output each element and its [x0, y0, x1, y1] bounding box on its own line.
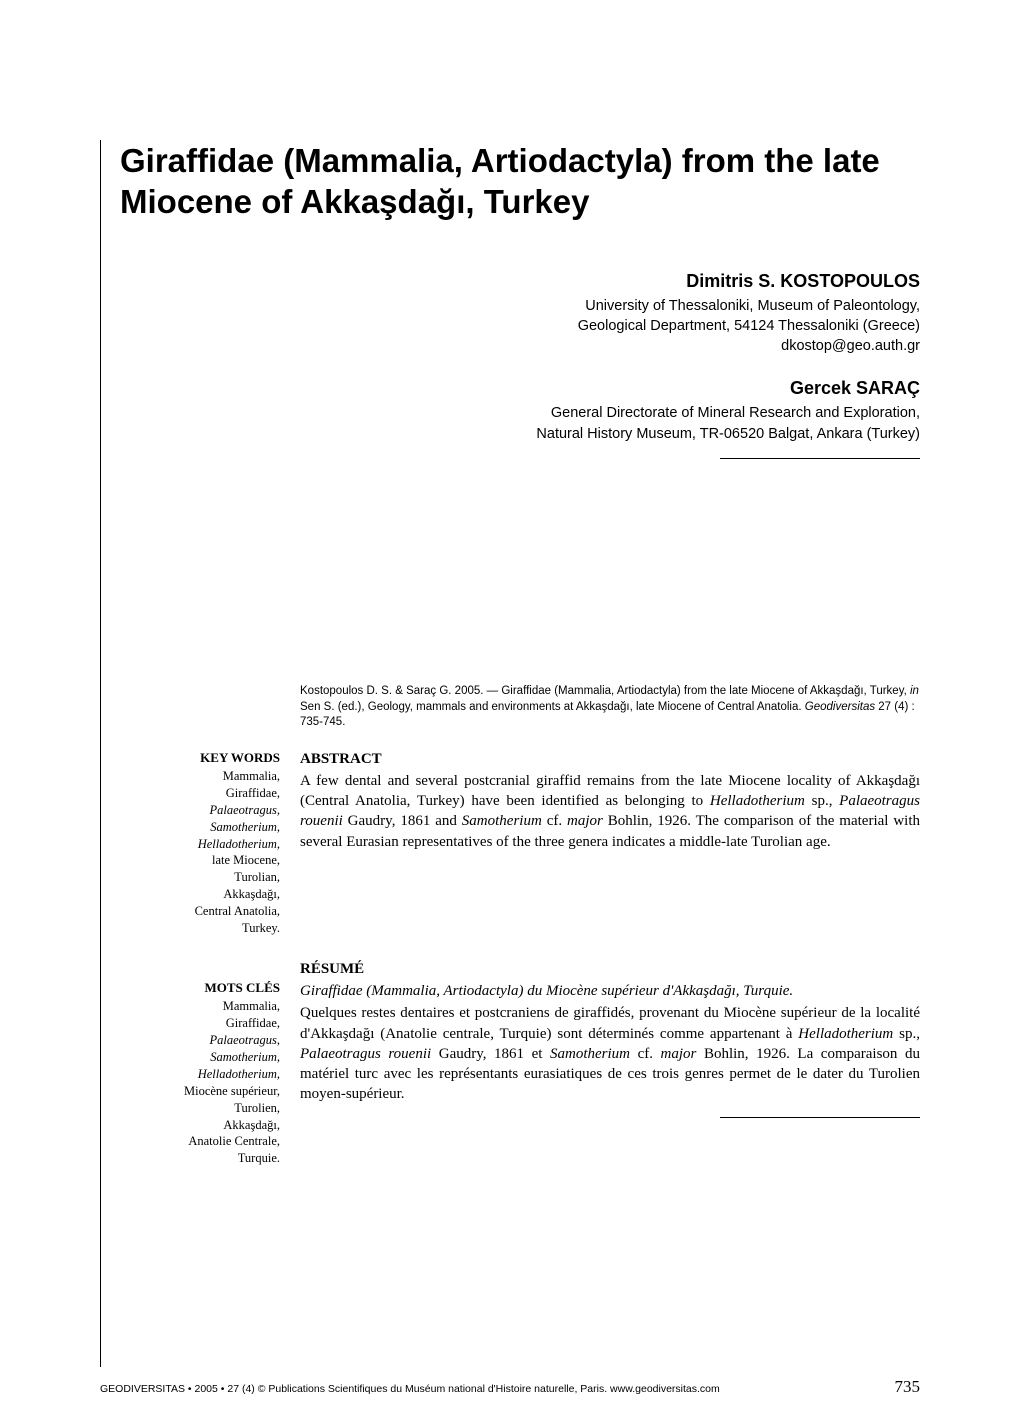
- abstract-heading: ABSTRACT: [300, 749, 920, 769]
- keyword-item: Akkaşdağı,: [120, 886, 280, 903]
- text-run: major: [567, 813, 603, 829]
- abstract-column: ABSTRACT A few dental and several postcr…: [300, 749, 920, 937]
- keyword-item: late Miocene,: [120, 852, 280, 869]
- keyword-item: Samotherium,: [120, 1049, 280, 1066]
- keywords-list: Mammalia,Giraffidae,Palaeotragus,Samothe…: [120, 768, 280, 937]
- motscles-heading: MOTS CLÉS: [120, 979, 280, 997]
- text-run: Helladotherium: [798, 1026, 893, 1042]
- text-run: sp.,: [805, 793, 839, 809]
- keyword-item: Central Anatolia,: [120, 903, 280, 920]
- resume-title: Giraffidae (Mammalia, Artiodactyla) du M…: [300, 981, 920, 1001]
- keyword-item: Turolian,: [120, 869, 280, 886]
- affil-line: General Directorate of Mineral Research …: [551, 405, 920, 421]
- abstract-row: KEY WORDS Mammalia,Giraffidae,Palaeotrag…: [120, 749, 920, 937]
- resume-column: RÉSUMÉ Giraffidae (Mammalia, Artiodactyl…: [300, 959, 920, 1167]
- left-vertical-rule: [100, 140, 101, 1367]
- affil-line: dkostop@geo.auth.gr: [781, 338, 920, 354]
- page-footer: GEODIVERSITAS • 2005 • 27 (4) © Publicat…: [100, 1377, 920, 1397]
- keyword-item: Anatolie Centrale,: [120, 1133, 280, 1150]
- keyword-item: Turkey.: [120, 920, 280, 937]
- text-run: cf.: [630, 1046, 661, 1062]
- page-content: Giraffidae (Mammalia, Artiodactyla) from…: [120, 140, 920, 1167]
- citation-text: Sen S. (ed.), Geology, mammals and envir…: [300, 701, 805, 713]
- article-title: Giraffidae (Mammalia, Artiodactyla) from…: [120, 140, 920, 223]
- text-run: Gaudry, 1861 et: [431, 1046, 550, 1062]
- text-run: major: [661, 1046, 697, 1062]
- citation-text: Kostopoulos D. S. & Saraç G. 2005. — Gir…: [300, 685, 910, 697]
- keyword-item: Palaeotragus,: [120, 802, 280, 819]
- author-block-1: Dimitris S. KOSTOPOULOS University of Th…: [120, 271, 920, 357]
- keyword-item: Mammalia,: [120, 768, 280, 785]
- text-run: Gaudry, 1861 and: [343, 813, 462, 829]
- author-affiliation: General Directorate of Mineral Research …: [120, 403, 920, 444]
- keyword-item: Giraffidae,: [120, 1015, 280, 1032]
- text-run: Samotherium: [462, 813, 542, 829]
- footer-text: GEODIVERSITAS • 2005 • 27 (4) © Publicat…: [100, 1383, 720, 1395]
- keywords-heading: KEY WORDS: [120, 749, 280, 767]
- abstract-text: A few dental and several postcranial gir…: [300, 771, 920, 852]
- keyword-item: Turolien,: [120, 1100, 280, 1117]
- keyword-item: Mammalia,: [120, 998, 280, 1015]
- author-block-2: Gercek SARAÇ General Directorate of Mine…: [120, 378, 920, 459]
- text-run: Helladotherium: [710, 793, 805, 809]
- keyword-item: Akkaşdağı,: [120, 1117, 280, 1134]
- keyword-item: Palaeotragus,: [120, 1032, 280, 1049]
- keyword-item: Helladotherium,: [120, 836, 280, 853]
- motscles-column: MOTS CLÉS Mammalia,Giraffidae,Palaeotrag…: [120, 959, 280, 1167]
- text-run: sp.,: [893, 1026, 920, 1042]
- horizontal-rule: [720, 458, 920, 459]
- keywords-column: KEY WORDS Mammalia,Giraffidae,Palaeotrag…: [120, 749, 280, 937]
- resume-heading: RÉSUMÉ: [300, 959, 920, 979]
- citation-block: Kostopoulos D. S. & Saraç G. 2005. — Gir…: [300, 684, 920, 731]
- text-run: Samotherium: [550, 1046, 630, 1062]
- text-run: cf.: [542, 813, 567, 829]
- keyword-item: Giraffidae,: [120, 785, 280, 802]
- keyword-item: Miocène supérieur,: [120, 1083, 280, 1100]
- author-name: Gercek SARAÇ: [120, 378, 920, 399]
- horizontal-rule: [720, 1117, 920, 1118]
- citation-journal: Geodiversitas: [805, 701, 875, 713]
- author-name: Dimitris S. KOSTOPOULOS: [120, 271, 920, 292]
- affil-line: Geological Department, 54124 Thessalonik…: [578, 318, 920, 334]
- resume-row: MOTS CLÉS Mammalia,Giraffidae,Palaeotrag…: [120, 959, 920, 1167]
- keyword-item: Samotherium,: [120, 819, 280, 836]
- page-number: 735: [895, 1377, 921, 1397]
- author-affiliation: University of Thessaloniki, Museum of Pa…: [120, 296, 920, 357]
- resume-text: Quelques restes dentaires et postcranien…: [300, 1003, 920, 1104]
- citation-in: in: [910, 685, 919, 697]
- motscles-list: Mammalia,Giraffidae,Palaeotragus,Samothe…: [120, 998, 280, 1167]
- keyword-item: Turquie.: [120, 1150, 280, 1167]
- affil-line: University of Thessaloniki, Museum of Pa…: [585, 298, 920, 314]
- text-run: Palaeotragus rouenii: [300, 1046, 431, 1062]
- affil-line: Natural History Museum, TR-06520 Balgat,…: [536, 426, 920, 442]
- keyword-item: Helladotherium,: [120, 1066, 280, 1083]
